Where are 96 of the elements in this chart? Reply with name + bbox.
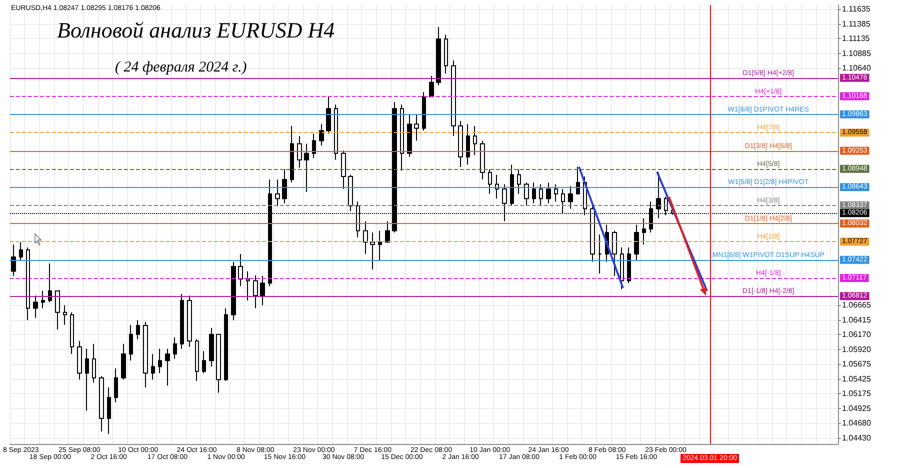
- candlestick: [495, 174, 499, 200]
- candlestick: [334, 104, 338, 160]
- candlestick: [341, 150, 346, 190]
- candlestick: [319, 124, 324, 146]
- candlestick: [634, 224, 639, 260]
- candlestick: [224, 308, 228, 382]
- candlestick: [290, 125, 294, 184]
- candlestick: [473, 125, 477, 156]
- candlestick: [370, 232, 375, 270]
- candlestick: [216, 334, 221, 394]
- y-tick-label: 1.05920: [842, 344, 872, 354]
- candlestick: [510, 164, 514, 206]
- candlestick: [407, 114, 412, 158]
- candlestick: [143, 321, 148, 388]
- candlestick: [231, 261, 236, 321]
- candlestick: [466, 124, 470, 166]
- candlestick: [378, 230, 382, 260]
- candlestick: [11, 244, 16, 277]
- text: ( 24 февраля 2024 г.): [115, 60, 247, 76]
- candlestick: [107, 386, 111, 434]
- candlestick: [385, 220, 390, 243]
- candlestick: [488, 168, 492, 194]
- candlestick: [554, 184, 558, 202]
- candlestick: [620, 246, 624, 290]
- candlestick: [136, 320, 140, 340]
- candlestick: [422, 91, 426, 132]
- candlestick: [304, 143, 309, 193]
- y-tick-label: 1.06415: [842, 315, 872, 324]
- text: Волновой анализ EURUSD H4: [57, 18, 335, 42]
- candlestick: [642, 218, 646, 245]
- candlestick: [85, 348, 89, 412]
- y-tick-label: 1.11385: [842, 19, 871, 28]
- candlestick: [532, 182, 536, 204]
- candlestick: [129, 324, 133, 362]
- candlestick: [202, 350, 206, 374]
- candlestick: [209, 327, 214, 368]
- y-tick-label: 1.10885: [842, 49, 872, 58]
- candlestick: [348, 174, 353, 212]
- candlestick: [436, 26, 441, 86]
- candlestick: [195, 338, 199, 382]
- y-tick-label: 1.11635: [842, 4, 871, 14]
- candlestick: [429, 75, 434, 98]
- candlestick: [612, 230, 617, 277]
- candlestick: [253, 274, 258, 309]
- candlestick: [63, 304, 67, 326]
- y-tick-label: 1.05425: [842, 374, 872, 384]
- candlestick: [121, 343, 126, 380]
- candlestick: [275, 179, 280, 207]
- candlestick: [576, 166, 580, 194]
- candlestick: [173, 336, 177, 360]
- candlestick: [546, 182, 551, 204]
- candlestick: [33, 295, 38, 318]
- y-tick-label: 1.05675: [842, 359, 872, 368]
- candlestick: [26, 246, 30, 321]
- candlestick: [246, 270, 250, 301]
- candlestick: [158, 348, 162, 374]
- candlestick: [77, 340, 82, 380]
- candlestick: [568, 186, 573, 210]
- candlestick: [92, 343, 96, 384]
- candlestick: [41, 290, 45, 309]
- candlestick: [524, 182, 529, 206]
- candlestick: [312, 133, 316, 159]
- y-tick-label: 1.04925: [842, 404, 872, 414]
- candlestick: [444, 34, 448, 74]
- y-tick-label: 1.10640: [842, 64, 872, 73]
- y-tick-label: 1.05175: [842, 389, 872, 398]
- candlestick: [19, 242, 23, 260]
- candlestick: [627, 246, 631, 284]
- y-tick-label: 1.04680: [842, 418, 872, 428]
- candlestick: [297, 136, 302, 168]
- candlestick: [260, 276, 265, 306]
- candlestick: [400, 104, 404, 172]
- y-tick-label: 1.06665: [842, 300, 872, 310]
- candlestick: [414, 114, 419, 142]
- candlestick: [282, 168, 287, 204]
- candlestick: [151, 354, 155, 380]
- candlestick: [480, 140, 485, 180]
- candlestick: [458, 120, 463, 168]
- y-tick-label: 1.06170: [842, 330, 872, 339]
- candlestick: [451, 60, 456, 137]
- candlestick: [70, 312, 74, 355]
- candlestick: [363, 220, 368, 254]
- candlestick: [187, 295, 192, 348]
- candlestick: [48, 263, 52, 303]
- y-tick-label: 1.04430: [842, 434, 872, 443]
- candlestick: [539, 184, 543, 206]
- candlestick: [180, 293, 184, 350]
- candlestick: [517, 168, 521, 194]
- candlestick: [165, 348, 170, 386]
- candlestick: [326, 96, 331, 134]
- candlestick: [114, 368, 118, 403]
- y-tick-label: 1.11135: [842, 34, 870, 44]
- candlestick: [238, 253, 243, 287]
- candlestick: [55, 290, 60, 330]
- candlestick: [598, 234, 602, 274]
- candlestick: [99, 376, 104, 432]
